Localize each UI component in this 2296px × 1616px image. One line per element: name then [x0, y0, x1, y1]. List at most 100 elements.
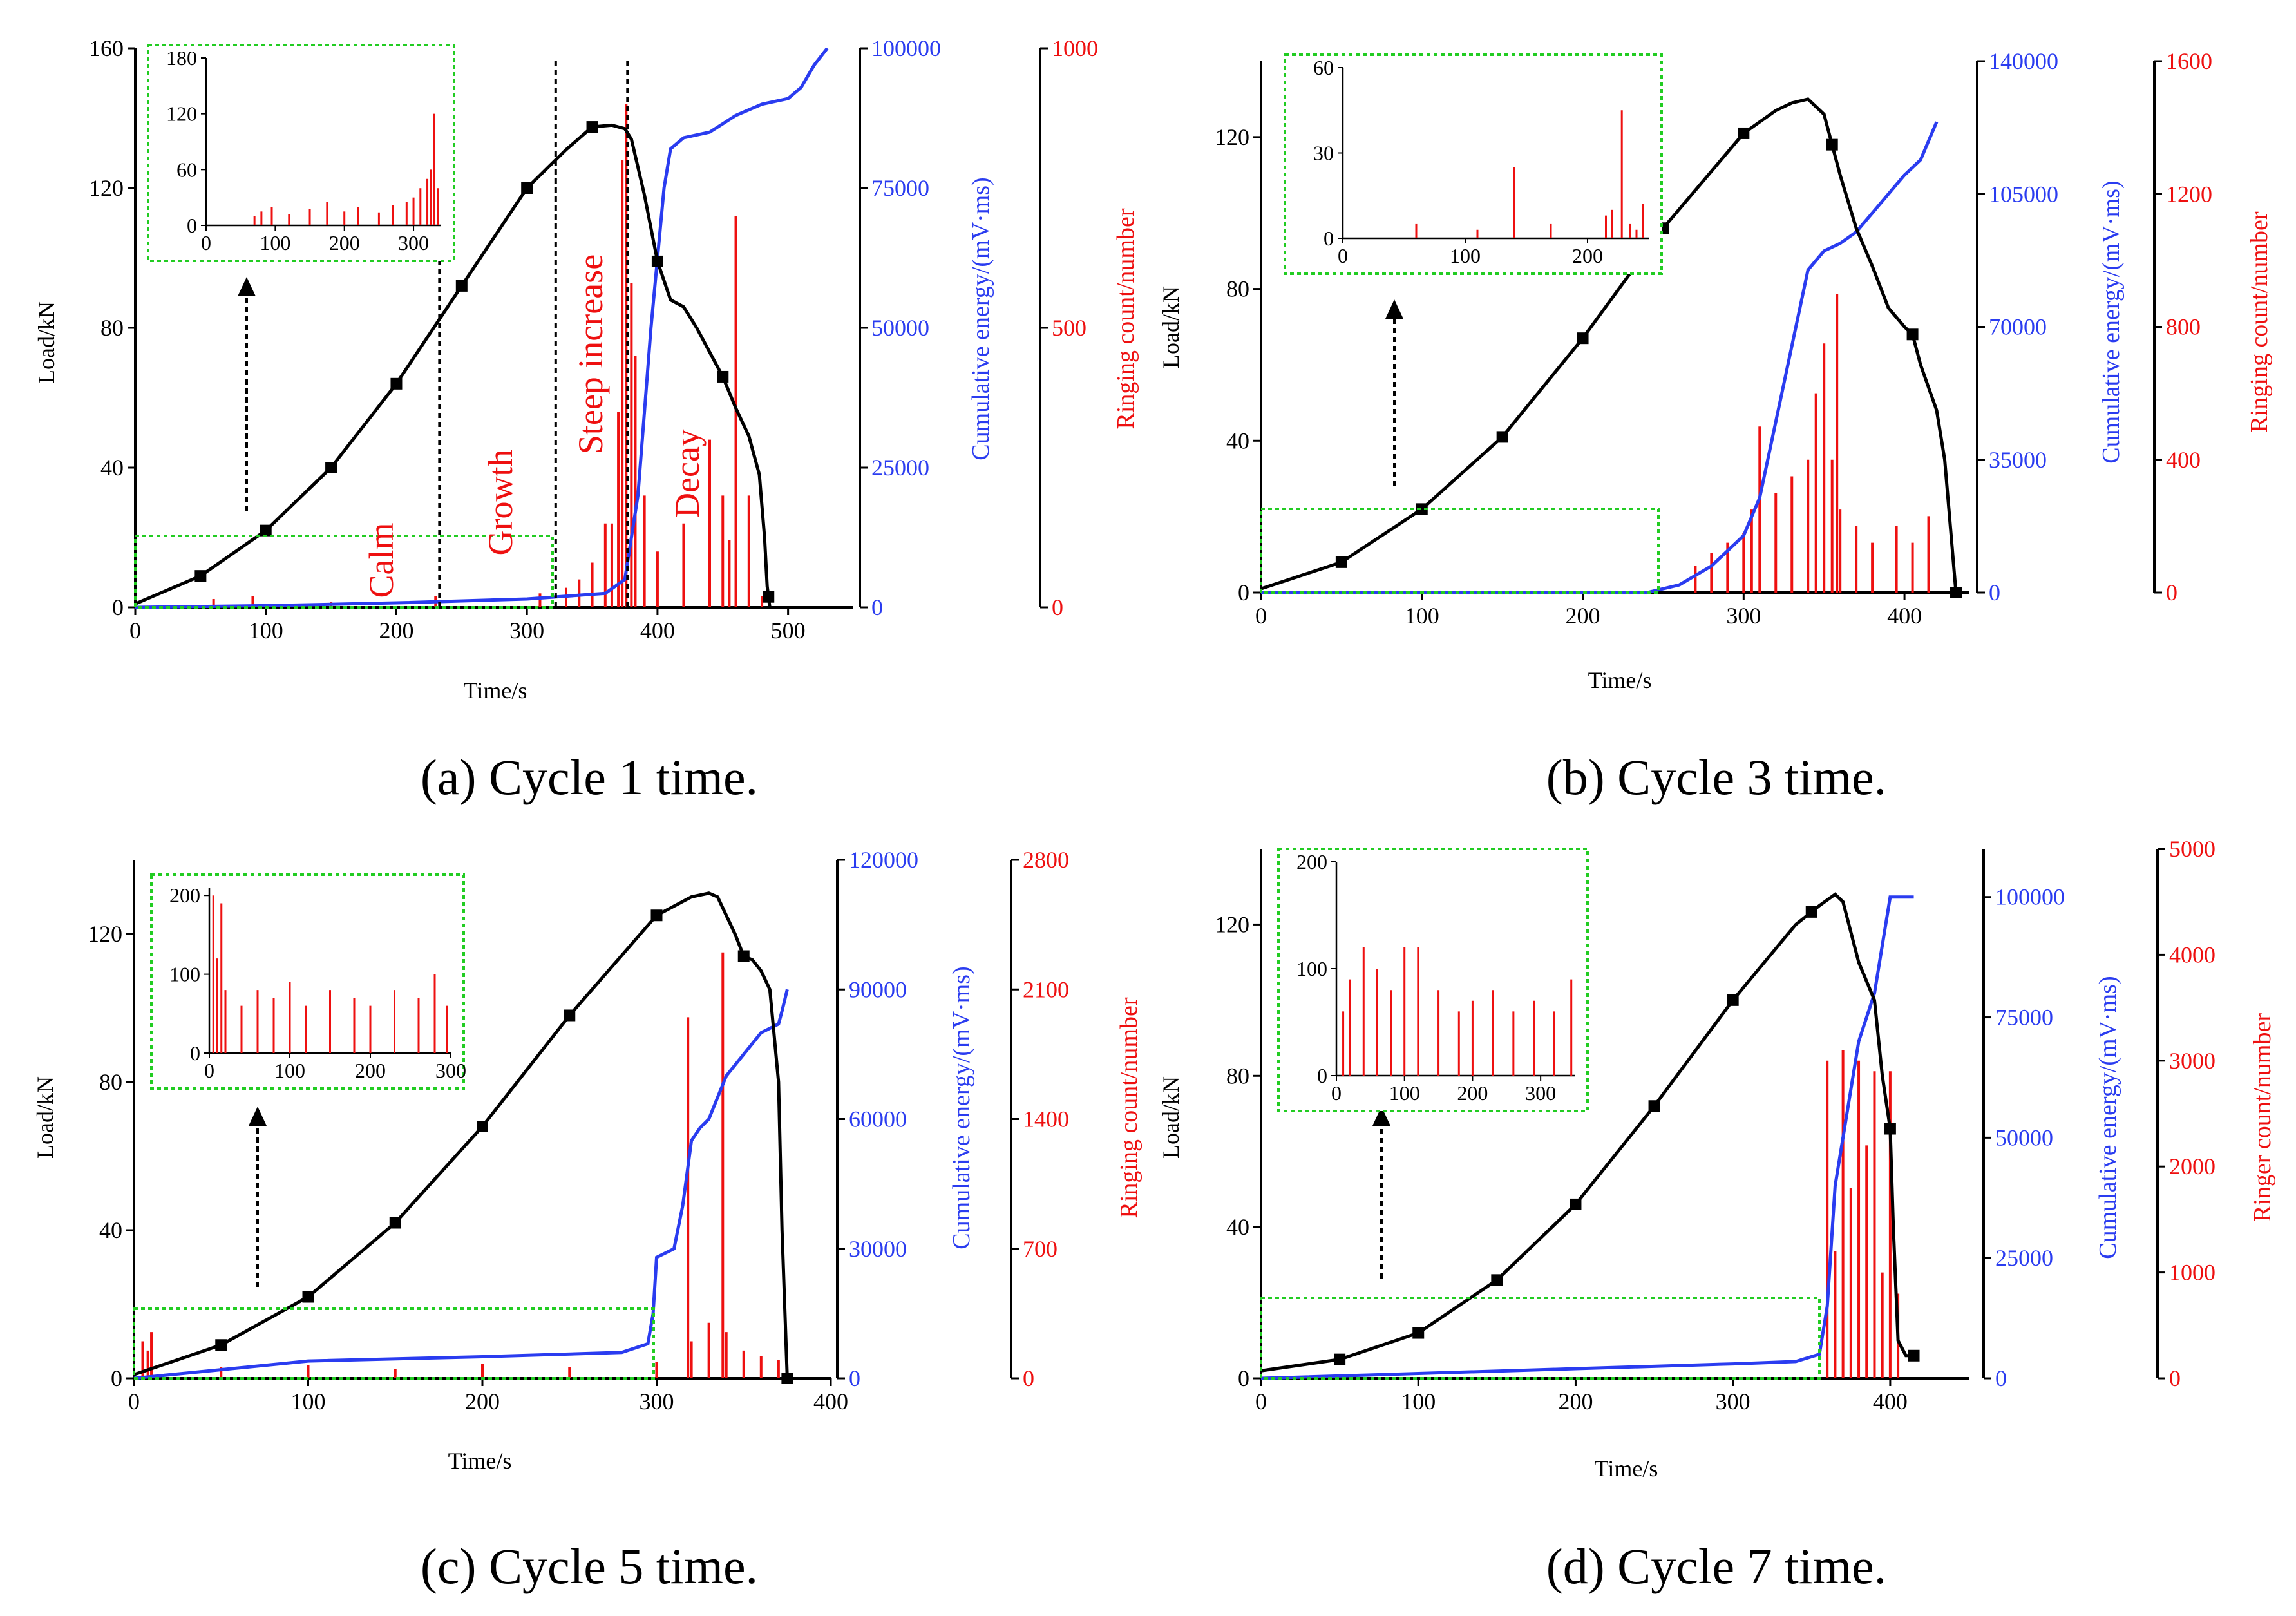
energy-tick-label: 75000 [1995, 1005, 2053, 1031]
load-tick-label: 40 [99, 1217, 122, 1243]
x-tick-label: 0 [128, 1389, 140, 1414]
load-marker [1491, 1274, 1503, 1286]
load-marker [215, 1339, 227, 1351]
x-tick-label: 500 [771, 618, 806, 643]
inset-y-tick-label: 30 [1313, 142, 1334, 165]
load-tick-label: 120 [89, 175, 124, 201]
x-tick-label: 300 [640, 1389, 674, 1414]
load-marker [1335, 556, 1347, 568]
load-marker [781, 1373, 793, 1384]
inset-y-tick-label: 60 [1313, 56, 1334, 79]
load-marker [1738, 127, 1750, 139]
ring-tick-label: 0 [2166, 580, 2177, 605]
chart-b-plot: 0 100 200 300 400040801200350007000010500014… [1215, 48, 2212, 629]
inset-y-tick-label: 0 [1317, 1064, 1327, 1087]
load-tick-label: 80 [1226, 276, 1249, 302]
load-tick-label: 40 [100, 455, 124, 480]
load-marker [1412, 1327, 1425, 1339]
zoom-arrow-head [1372, 1107, 1390, 1126]
load-marker [651, 255, 663, 267]
inset-y-tick-label: 0 [187, 214, 197, 237]
zoom-arrow-head [1385, 299, 1403, 319]
chart-c-ring-label: Ringing count/number [1115, 997, 1143, 1218]
ring-tick-label: 1000 [1052, 35, 1098, 61]
chart-a-caption: (a) Cycle 1 time. [421, 749, 758, 805]
inset-x-tick-label: 100 [274, 1059, 305, 1082]
ring-tick-label: 800 [2166, 314, 2201, 340]
energy-tick-label: 60000 [849, 1107, 907, 1132]
load-marker [650, 909, 663, 922]
load-tick-label: 0 [112, 594, 124, 620]
panel-a: 0 100 200 300 400 500040801201600250005000075… [33, 35, 1139, 805]
energy-tick-label: 30000 [849, 1236, 907, 1262]
stage-calm-label: Calm [362, 523, 401, 598]
load-marker [1906, 328, 1919, 341]
energy-tick-label: 50000 [1995, 1125, 2053, 1150]
energy-tick-label: 105000 [1989, 181, 2058, 207]
ring-tick-label: 5000 [2169, 836, 2215, 862]
zoom-region-box [134, 535, 554, 609]
energy-tick-label: 100000 [1995, 884, 2065, 910]
load-tick-label: 0 [1238, 580, 1249, 605]
load-marker [325, 462, 337, 473]
load-line [1260, 892, 1914, 1373]
energy-tick-label: 140000 [1989, 48, 2058, 74]
load-tick-label: 40 [1226, 428, 1249, 453]
x-tick-label: 300 [1716, 1389, 1750, 1414]
inset-y-tick-label: 120 [166, 102, 197, 126]
x-tick-label: 0 [129, 618, 141, 643]
x-tick-label: 0 [1255, 603, 1267, 629]
inset-y-tick-label: 0 [190, 1041, 200, 1065]
x-tick-label: 300 [509, 618, 544, 643]
chart-a-load-label: Load/kN [33, 301, 59, 384]
load-marker [1826, 138, 1838, 151]
inset-x-tick-label: 200 [1457, 1081, 1488, 1105]
x-tick-label: 400 [1887, 603, 1922, 629]
ring-tick-label: 2800 [1023, 847, 1069, 873]
load-marker [1648, 1100, 1660, 1112]
inset-x-tick-label: 0 [1338, 244, 1348, 267]
load-tick-label: 80 [1226, 1063, 1249, 1088]
load-tick-label: 80 [100, 315, 124, 341]
energy-tick-label: 90000 [849, 976, 907, 1002]
x-tick-label: 200 [379, 618, 413, 643]
load-marker [1496, 431, 1508, 443]
ring-tick-label: 1600 [2166, 48, 2212, 74]
inset-y-tick-label: 200 [1296, 850, 1327, 873]
load-tick-label: 160 [89, 35, 124, 61]
chart-c-load-label: Load/kN [32, 1076, 58, 1159]
load-marker [455, 280, 468, 292]
load-marker [1908, 1349, 1920, 1362]
load-marker [521, 182, 533, 194]
load-tick-label: 0 [111, 1365, 122, 1391]
inset-x-tick-label: 0 [201, 231, 211, 254]
load-marker [717, 370, 729, 383]
load-tick-label: 120 [1215, 124, 1249, 150]
inset-y-tick-label: 200 [169, 884, 200, 907]
ring-tick-label: 1000 [2169, 1260, 2215, 1286]
chart-d-caption: (d) Cycle 7 time. [1546, 1538, 1887, 1594]
chart-a-plot: 0 100 200 300 400 500040801201600250005000075… [89, 35, 1098, 643]
stage-growth-label: Growth [481, 450, 520, 556]
ring-tick-label: 4000 [2169, 942, 2215, 967]
inset-x-tick-label: 300 [398, 231, 429, 254]
ring-tick-label: 0 [1023, 1365, 1034, 1391]
load-tick-label: 0 [1238, 1365, 1249, 1391]
energy-tick-label: 50000 [871, 315, 929, 341]
inset-y-tick-label: 60 [176, 158, 197, 181]
energy-tick-label: 0 [1989, 580, 2000, 605]
chart-d-load-label: Load/kN [1158, 1076, 1184, 1159]
ring-tick-label: 400 [2166, 447, 2201, 473]
energy-tick-label: 35000 [1989, 447, 2047, 473]
load-marker [477, 1121, 488, 1132]
energy-tick-label: 25000 [1995, 1245, 2053, 1271]
x-tick-label: 200 [1566, 603, 1600, 629]
chart-d-x-label: Time/s [1595, 1456, 1658, 1481]
inset-x-tick-label: 100 [1389, 1081, 1420, 1105]
x-tick-label: 200 [1558, 1389, 1593, 1414]
chart-d-energy-label: Cumulative energy/(mV·ms) [2094, 976, 2121, 1259]
x-tick-label: 100 [1405, 603, 1439, 629]
energy-tick-label: 100000 [871, 35, 941, 61]
zoom-region-box [133, 1307, 655, 1380]
